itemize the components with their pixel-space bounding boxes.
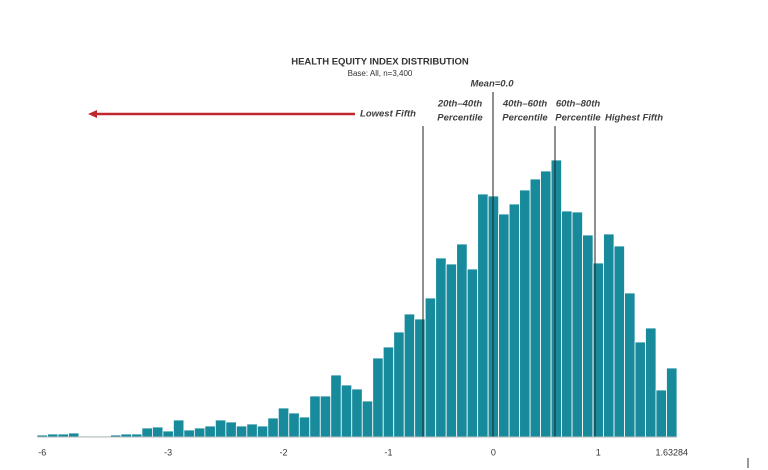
bar — [340, 384, 353, 438]
bar — [655, 389, 667, 438]
bar — [445, 263, 458, 438]
bar — [330, 374, 342, 438]
chart-title: HEALTH EQUITY INDEX DISTRIBUTION — [291, 57, 469, 68]
bar — [624, 292, 636, 438]
bar — [424, 297, 437, 438]
bar — [393, 331, 405, 438]
bar — [256, 425, 269, 438]
bar — [508, 203, 521, 438]
bar — [666, 367, 678, 438]
bar — [372, 357, 384, 438]
x-tick-label: 0 — [491, 447, 496, 457]
x-tick-label: -1 — [384, 447, 392, 457]
bar — [183, 429, 195, 438]
arrow-head — [88, 110, 97, 118]
bar — [382, 346, 395, 438]
x-tick-label: -2 — [280, 447, 288, 457]
bar — [319, 395, 332, 438]
bar — [225, 421, 237, 438]
bar — [162, 430, 174, 438]
bar — [498, 213, 510, 438]
bar — [351, 388, 363, 438]
bar — [288, 412, 300, 438]
bar — [361, 400, 374, 438]
bar — [456, 243, 468, 438]
bar — [613, 245, 625, 438]
bar — [267, 417, 279, 438]
bar — [571, 211, 583, 438]
bar — [582, 234, 594, 438]
bar — [277, 407, 290, 438]
bar — [645, 327, 657, 438]
bar — [403, 313, 416, 438]
bar — [309, 395, 321, 438]
bar — [561, 210, 573, 438]
bar — [152, 426, 164, 438]
annotation: Lowest Fifth — [360, 109, 416, 120]
bar — [68, 432, 80, 438]
annotation: 20th–40th — [437, 99, 483, 110]
bar — [603, 233, 615, 438]
x-tick-label: 1.63284 — [655, 447, 688, 457]
bar — [435, 257, 447, 438]
bar — [298, 416, 311, 438]
annotation: Percentile — [555, 113, 601, 124]
bar — [204, 425, 216, 438]
bar — [477, 193, 489, 438]
annotation: 60th–80th — [556, 99, 601, 110]
bar — [235, 425, 248, 438]
bar — [214, 419, 227, 438]
annotation: Percentile — [502, 113, 548, 124]
bar — [634, 341, 646, 438]
bar — [246, 423, 258, 438]
bar — [519, 189, 531, 438]
bar — [540, 170, 552, 438]
annotation: Highest Fifth — [605, 113, 663, 124]
bar — [193, 427, 206, 438]
x-tick-label: -3 — [164, 447, 172, 457]
x-tick-label: -6 — [38, 447, 46, 457]
annotation: Mean=0.0 — [470, 79, 514, 90]
bar — [141, 427, 153, 438]
chart-subtitle: Base: All, n=3,400 — [348, 69, 413, 78]
bar — [172, 419, 185, 438]
annotation: Percentile — [437, 113, 483, 124]
bar — [466, 268, 479, 438]
annotation: 40th–60th — [502, 99, 548, 110]
x-tick-label: 1 — [596, 447, 601, 457]
bar — [529, 178, 542, 438]
bar — [550, 159, 562, 438]
bar — [414, 318, 426, 438]
